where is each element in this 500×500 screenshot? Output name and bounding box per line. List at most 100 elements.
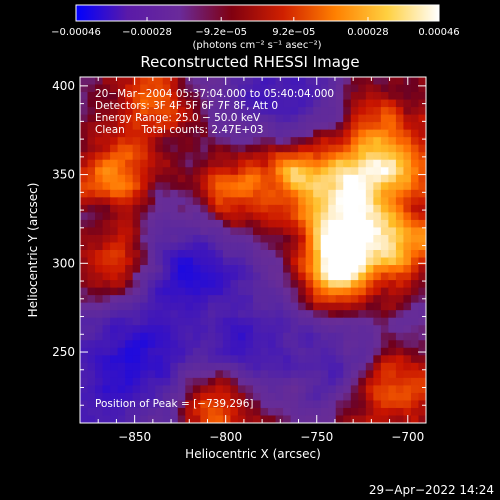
heatmap-cell [207, 212, 216, 221]
heatmap-cell [283, 234, 292, 244]
heatmap-cell [290, 347, 299, 356]
peak-position-label: Position of Peak = [−739,296] [95, 398, 254, 410]
heatmap-cell [260, 295, 269, 304]
heatmap-cell [185, 377, 194, 386]
heatmap-cell [403, 174, 412, 183]
heatmap-cell [192, 99, 201, 108]
heatmap-cell [132, 219, 141, 229]
heatmap-cell [222, 325, 232, 334]
heatmap-cell [95, 137, 104, 146]
heatmap-cell [102, 129, 111, 138]
heatmap-cell [313, 114, 322, 123]
heatmap-cell [305, 84, 314, 93]
heatmap-cell [343, 385, 352, 394]
heatmap-cell [215, 302, 224, 311]
heatmap-cell [268, 370, 277, 379]
heatmap-cell [237, 137, 247, 146]
heatmap-cell [298, 347, 307, 356]
heatmap-cell [192, 407, 201, 417]
heatmap-cell [260, 355, 269, 364]
heatmap-cell [125, 99, 134, 108]
heatmap-cell [185, 159, 194, 168]
heatmap-cell [110, 92, 119, 101]
heatmap-cell [290, 219, 299, 229]
heatmap-cell [87, 152, 96, 161]
heatmap-cell [365, 107, 374, 116]
heatmap-cell [87, 189, 96, 198]
heatmap-cell [95, 272, 104, 281]
heatmap-cell [253, 77, 262, 86]
heatmap-cell [260, 377, 269, 386]
heatmap-cell [102, 84, 111, 93]
heatmap-cell [95, 204, 104, 213]
heatmap-cell [418, 400, 426, 409]
heatmap-cell [268, 310, 277, 319]
heatmap-cell [260, 204, 269, 213]
heatmap-cell [328, 362, 337, 371]
heatmap-cell [140, 167, 149, 176]
heatmap-cell [87, 392, 96, 402]
heatmap-cell [350, 122, 359, 131]
heatmap-cell [102, 152, 111, 161]
heatmap-cell [207, 415, 216, 423]
heatmap-cell [253, 84, 262, 93]
heatmap-cell [343, 325, 352, 334]
heatmap-cell [140, 362, 149, 371]
heatmap-cell [358, 144, 367, 153]
heatmap-cell [290, 362, 299, 371]
heatmap-cell [185, 212, 194, 221]
heatmap-cell [395, 302, 405, 311]
heatmap-cell [245, 325, 254, 334]
heatmap-cell [365, 347, 374, 356]
heatmap-cell [373, 295, 382, 304]
heatmap-cell [162, 159, 171, 168]
heatmap-cell [358, 122, 367, 131]
x-axis-label: Heliocentric X (arcsec) [185, 447, 321, 461]
heatmap-cell [275, 144, 284, 153]
heatmap-cell [192, 107, 201, 116]
heatmap-cell [200, 325, 209, 334]
heatmap-cell [117, 400, 126, 409]
heatmap-cell [125, 107, 134, 116]
heatmap-cell [155, 137, 164, 146]
heatmap-cell [162, 99, 171, 108]
heatmap-cell [388, 362, 397, 371]
heatmap-cell [245, 197, 254, 206]
heatmap-cell [200, 227, 209, 236]
heatmap-cell [147, 377, 156, 386]
heatmap-cell [380, 332, 389, 341]
heatmap-cell [102, 385, 111, 394]
heatmap-cell [343, 99, 352, 108]
heatmap-cell [410, 242, 420, 251]
heatmap-cell [410, 362, 420, 371]
heatmap-cell [388, 310, 397, 319]
heatmap-cell [418, 167, 426, 176]
heatmap-cell [418, 407, 426, 417]
heatmap-cell [125, 385, 134, 394]
heatmap-cell [268, 122, 277, 131]
heatmap-cell [253, 272, 262, 281]
heatmap-cell [222, 182, 232, 191]
heatmap-cell [215, 152, 224, 161]
heatmap-cell [358, 219, 367, 229]
heatmap-cell [328, 99, 337, 108]
heatmap-cell [298, 242, 307, 251]
heatmap-cell [237, 370, 247, 379]
heatmap-cell [125, 129, 134, 138]
heatmap-cell [237, 347, 247, 356]
heatmap-cell [245, 227, 254, 236]
heatmap-cell [403, 370, 412, 379]
heatmap-cell [275, 392, 284, 402]
heatmap-cell [403, 137, 412, 146]
heatmap-cell [253, 287, 262, 296]
heatmap-cell [102, 182, 111, 191]
heatmap-cell [80, 189, 89, 198]
heatmap-cell [192, 122, 201, 131]
heatmap-cell [237, 332, 247, 341]
heatmap-cell [305, 377, 314, 386]
heatmap-cell [410, 407, 420, 417]
heatmap-cell [395, 227, 405, 236]
heatmap-cell [192, 189, 201, 198]
heatmap-cell [222, 242, 232, 251]
heatmap-cell [117, 234, 126, 244]
